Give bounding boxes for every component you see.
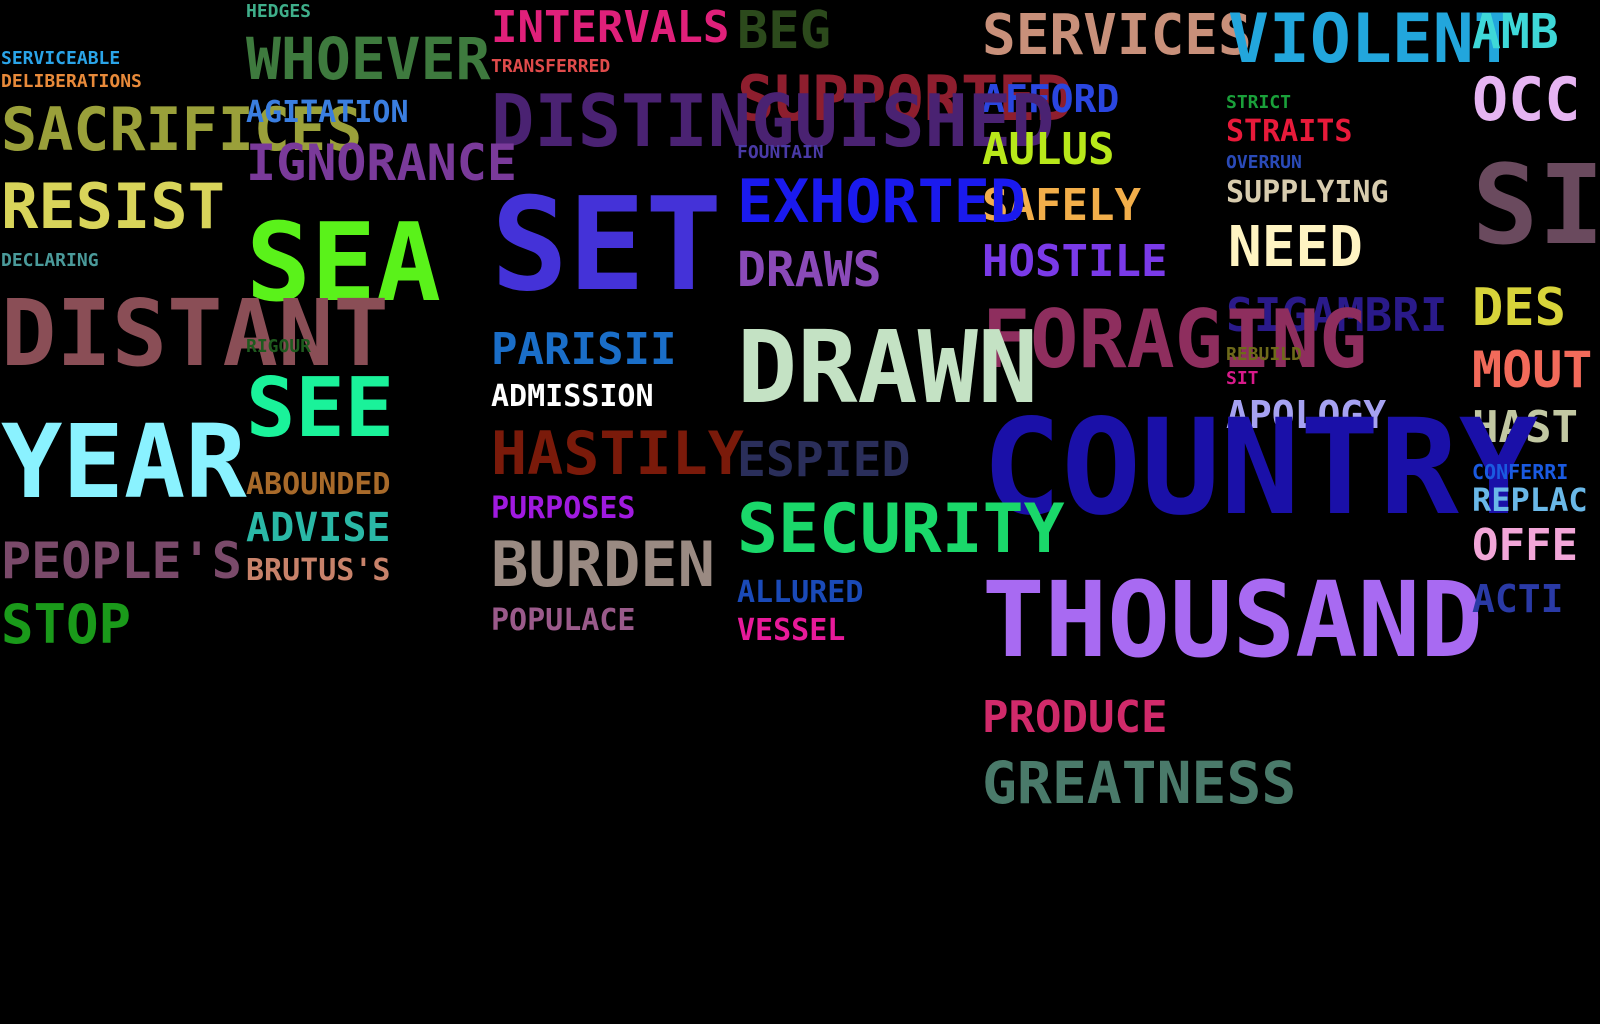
word-whoever: WHOEVER [246,25,491,93]
word-distinguished: DISTINGUISHED [491,79,1055,163]
word-offe: OFFE [1472,520,1578,571]
word-parisii: PARISII [491,324,677,375]
word-advise: ADVISE [246,505,391,551]
word-serviceable: SERVICEABLE [1,48,121,69]
word-vessel: VESSEL [737,613,846,648]
word-thousand: THOUSAND [982,559,1483,681]
word-strict: STRICT [1226,92,1292,113]
word-rebuild: REBUILD [1226,344,1302,365]
word-abounded: ABOUNDED [246,467,391,502]
word-amb: AMB [1472,4,1559,60]
word-populace: POPULACE [491,603,636,638]
word-stop: STOP [1,593,132,656]
word-sacrifices: SACRIFICES [1,95,363,165]
word-replac: REPLAC [1472,481,1588,519]
word-greatness: GREATNESS [982,749,1297,817]
word-set: SET [491,171,723,320]
word-declaring: DECLARING [1,250,99,271]
word-sigambri: SIGAMBRI [1226,288,1448,342]
word-country: COUNTRY [982,391,1539,545]
word-brutus-s: BRUTUS'S [246,553,391,588]
word-foraging: FORAGING [982,293,1368,386]
word-security: SECURITY [737,490,1065,569]
word-supported: SUPPORTED [737,62,1073,135]
word-services: SERVICES [982,3,1252,68]
word-beg: BEG [737,1,831,61]
word-agitation: AGITATION [246,95,409,130]
word-sea: SEA [246,201,442,326]
word-straits: STRAITS [1226,114,1353,149]
word-occ: OCC [1472,65,1581,135]
word-hastily: HASTILY [491,419,744,489]
word-people-s: PEOPLE'S [1,532,242,590]
word-produce: PRODUCE [982,692,1168,743]
word-espied: ESPIED [737,432,911,488]
word-aulus: AULUS [982,124,1115,175]
word-intervals: INTERVALS [491,2,730,53]
word-afford: AFFORD [982,77,1120,121]
word-safely: SAFELY [982,180,1141,231]
word-apology: APOLOGY [1226,393,1387,437]
word-resist: RESIST [1,170,225,243]
word-admission: ADMISSION [491,379,654,414]
word-draws: DRAWS [737,242,882,298]
word-sit: SIT [1226,368,1259,389]
word-deliberations: DELIBERATIONS [1,71,142,92]
word-hast: HAST [1472,402,1578,453]
word-conferri: CONFERRI [1472,460,1569,484]
word-overrun: OVERRUN [1226,152,1302,173]
word-see: SEE [246,361,395,456]
word-exhorted: EXHORTED [737,167,1026,237]
word-ignorance: IGNORANCE [246,134,517,192]
word-hostile: HOSTILE [982,236,1168,287]
word-fountain: FOUNTAIN [737,142,824,163]
word-si: SI [1472,141,1600,269]
word-allured: ALLURED [737,575,864,610]
word-mout: MOUT [1472,341,1593,399]
word-violent: VIOLENT [1228,0,1515,79]
word-hedges: HEDGES [246,1,312,22]
word-rigour: RIGOUR [246,336,312,357]
word-need: NEED [1228,215,1363,280]
word-year: YEAR [1,403,247,522]
word-drawn: DRAWN [737,309,1039,426]
word-des: DES [1472,278,1566,338]
word-supplying: SUPPLYING [1226,175,1389,210]
word-acti: ACTI [1472,577,1564,621]
word-purposes: PURPOSES [491,491,636,526]
word-distant: DISTANT [1,280,389,387]
word-burden: BURDEN [491,528,715,601]
word-transferred: TRANSFERRED [491,56,611,77]
